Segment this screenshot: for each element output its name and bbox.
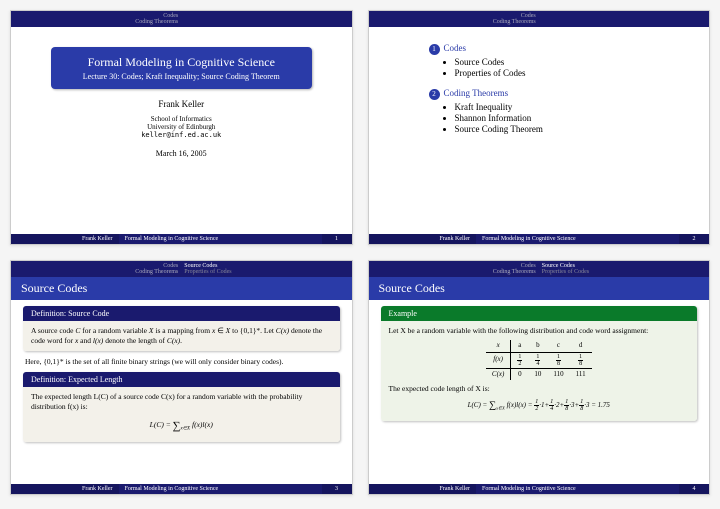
page-number: 3 bbox=[322, 484, 352, 494]
presentation-title: Formal Modeling in Cognitive Science bbox=[61, 55, 302, 70]
toc-item: Properties of Codes bbox=[455, 68, 690, 78]
table-of-contents: 1Codes Source Codes Properties of Codes … bbox=[429, 43, 690, 134]
definition-body: A source code C for a random variable X … bbox=[23, 321, 340, 351]
toc-number-icon: 2 bbox=[429, 89, 440, 100]
footer-title: Formal Modeling in Cognitive Science bbox=[119, 234, 322, 244]
definition-body: The expected length L(C) of a source cod… bbox=[23, 387, 340, 442]
title-block: Formal Modeling in Cognitive Science Lec… bbox=[51, 47, 312, 89]
affiliation-2: University of Edinburgh bbox=[31, 123, 332, 131]
presentation-subtitle: Lecture 30: Codes; Kraft Inequality; Sou… bbox=[61, 72, 302, 81]
date: March 16, 2005 bbox=[31, 149, 332, 158]
footer: Frank Keller Formal Modeling in Cognitiv… bbox=[369, 234, 710, 244]
toc-item: Source Codes bbox=[455, 57, 690, 67]
section-title: Source Codes bbox=[369, 277, 710, 300]
definition-header: Definition: Expected Length bbox=[23, 372, 340, 387]
toc-section-2: Coding Theorems bbox=[444, 88, 509, 98]
slide-4: CodesCoding Theorems Source CodesPropert… bbox=[368, 260, 711, 495]
footer: Frank Keller Formal Modeling in Cognitiv… bbox=[369, 484, 710, 494]
toc-section-1: Codes bbox=[444, 43, 467, 53]
slide-1: CodesCoding Theorems Formal Modeling in … bbox=[10, 10, 353, 245]
definition-header: Definition: Source Code bbox=[23, 306, 340, 321]
equation: L(C) = ∑x∈X f(x)l(x) = 12·1+14·2+18·3+18… bbox=[389, 398, 690, 412]
nav-left-2: Coding Theorems bbox=[135, 19, 178, 25]
slide-2: CodesCoding Theorems 1 Codes Source Codes… bbox=[368, 10, 711, 245]
toc-item: Kraft Inequality bbox=[455, 102, 690, 112]
slide-3: CodesCoding Theorems Source CodesPropert… bbox=[10, 260, 353, 495]
navbar: CodesCoding Theorems bbox=[369, 11, 710, 27]
author-name: Frank Keller bbox=[31, 99, 332, 109]
affiliation-1: School of Informatics bbox=[31, 115, 332, 123]
section-title: Source Codes bbox=[11, 277, 352, 300]
toc-item: Source Coding Theorem bbox=[455, 124, 690, 134]
navbar: CodesCoding Theorems Source CodesPropert… bbox=[369, 261, 710, 277]
navbar: CodesCoding Theorems Source CodesPropert… bbox=[11, 261, 352, 277]
distribution-table: xabcd f(x)12141818 C(x)010110111 bbox=[486, 340, 592, 380]
definition-box: Definition: Expected Length The expected… bbox=[23, 372, 340, 442]
footer: Frank Keller Formal Modeling in Cognitiv… bbox=[11, 234, 352, 244]
example-header: Example bbox=[381, 306, 698, 321]
footer-author: Frank Keller bbox=[11, 234, 119, 244]
footer: Frank Keller Formal Modeling in Cognitiv… bbox=[11, 484, 352, 494]
page-number: 2 bbox=[679, 234, 709, 244]
example-box: Example Let X be a random variable with … bbox=[381, 306, 698, 421]
toc-item: Shannon Information bbox=[455, 113, 690, 123]
example-body: Let X be a random variable with the foll… bbox=[381, 321, 698, 421]
equation: L(C) = ∑x∈X f(x)l(x) bbox=[31, 417, 332, 433]
email: keller@inf.ed.ac.uk bbox=[31, 131, 332, 139]
page-number: 1 bbox=[322, 234, 352, 244]
navbar: CodesCoding Theorems bbox=[11, 11, 352, 27]
toc-number-icon: 1 bbox=[429, 44, 440, 55]
page-number: 4 bbox=[679, 484, 709, 494]
note-text: Here, {0,1}* is the set of all finite bi… bbox=[25, 357, 338, 366]
definition-box: Definition: Source Code A source code C … bbox=[23, 306, 340, 351]
